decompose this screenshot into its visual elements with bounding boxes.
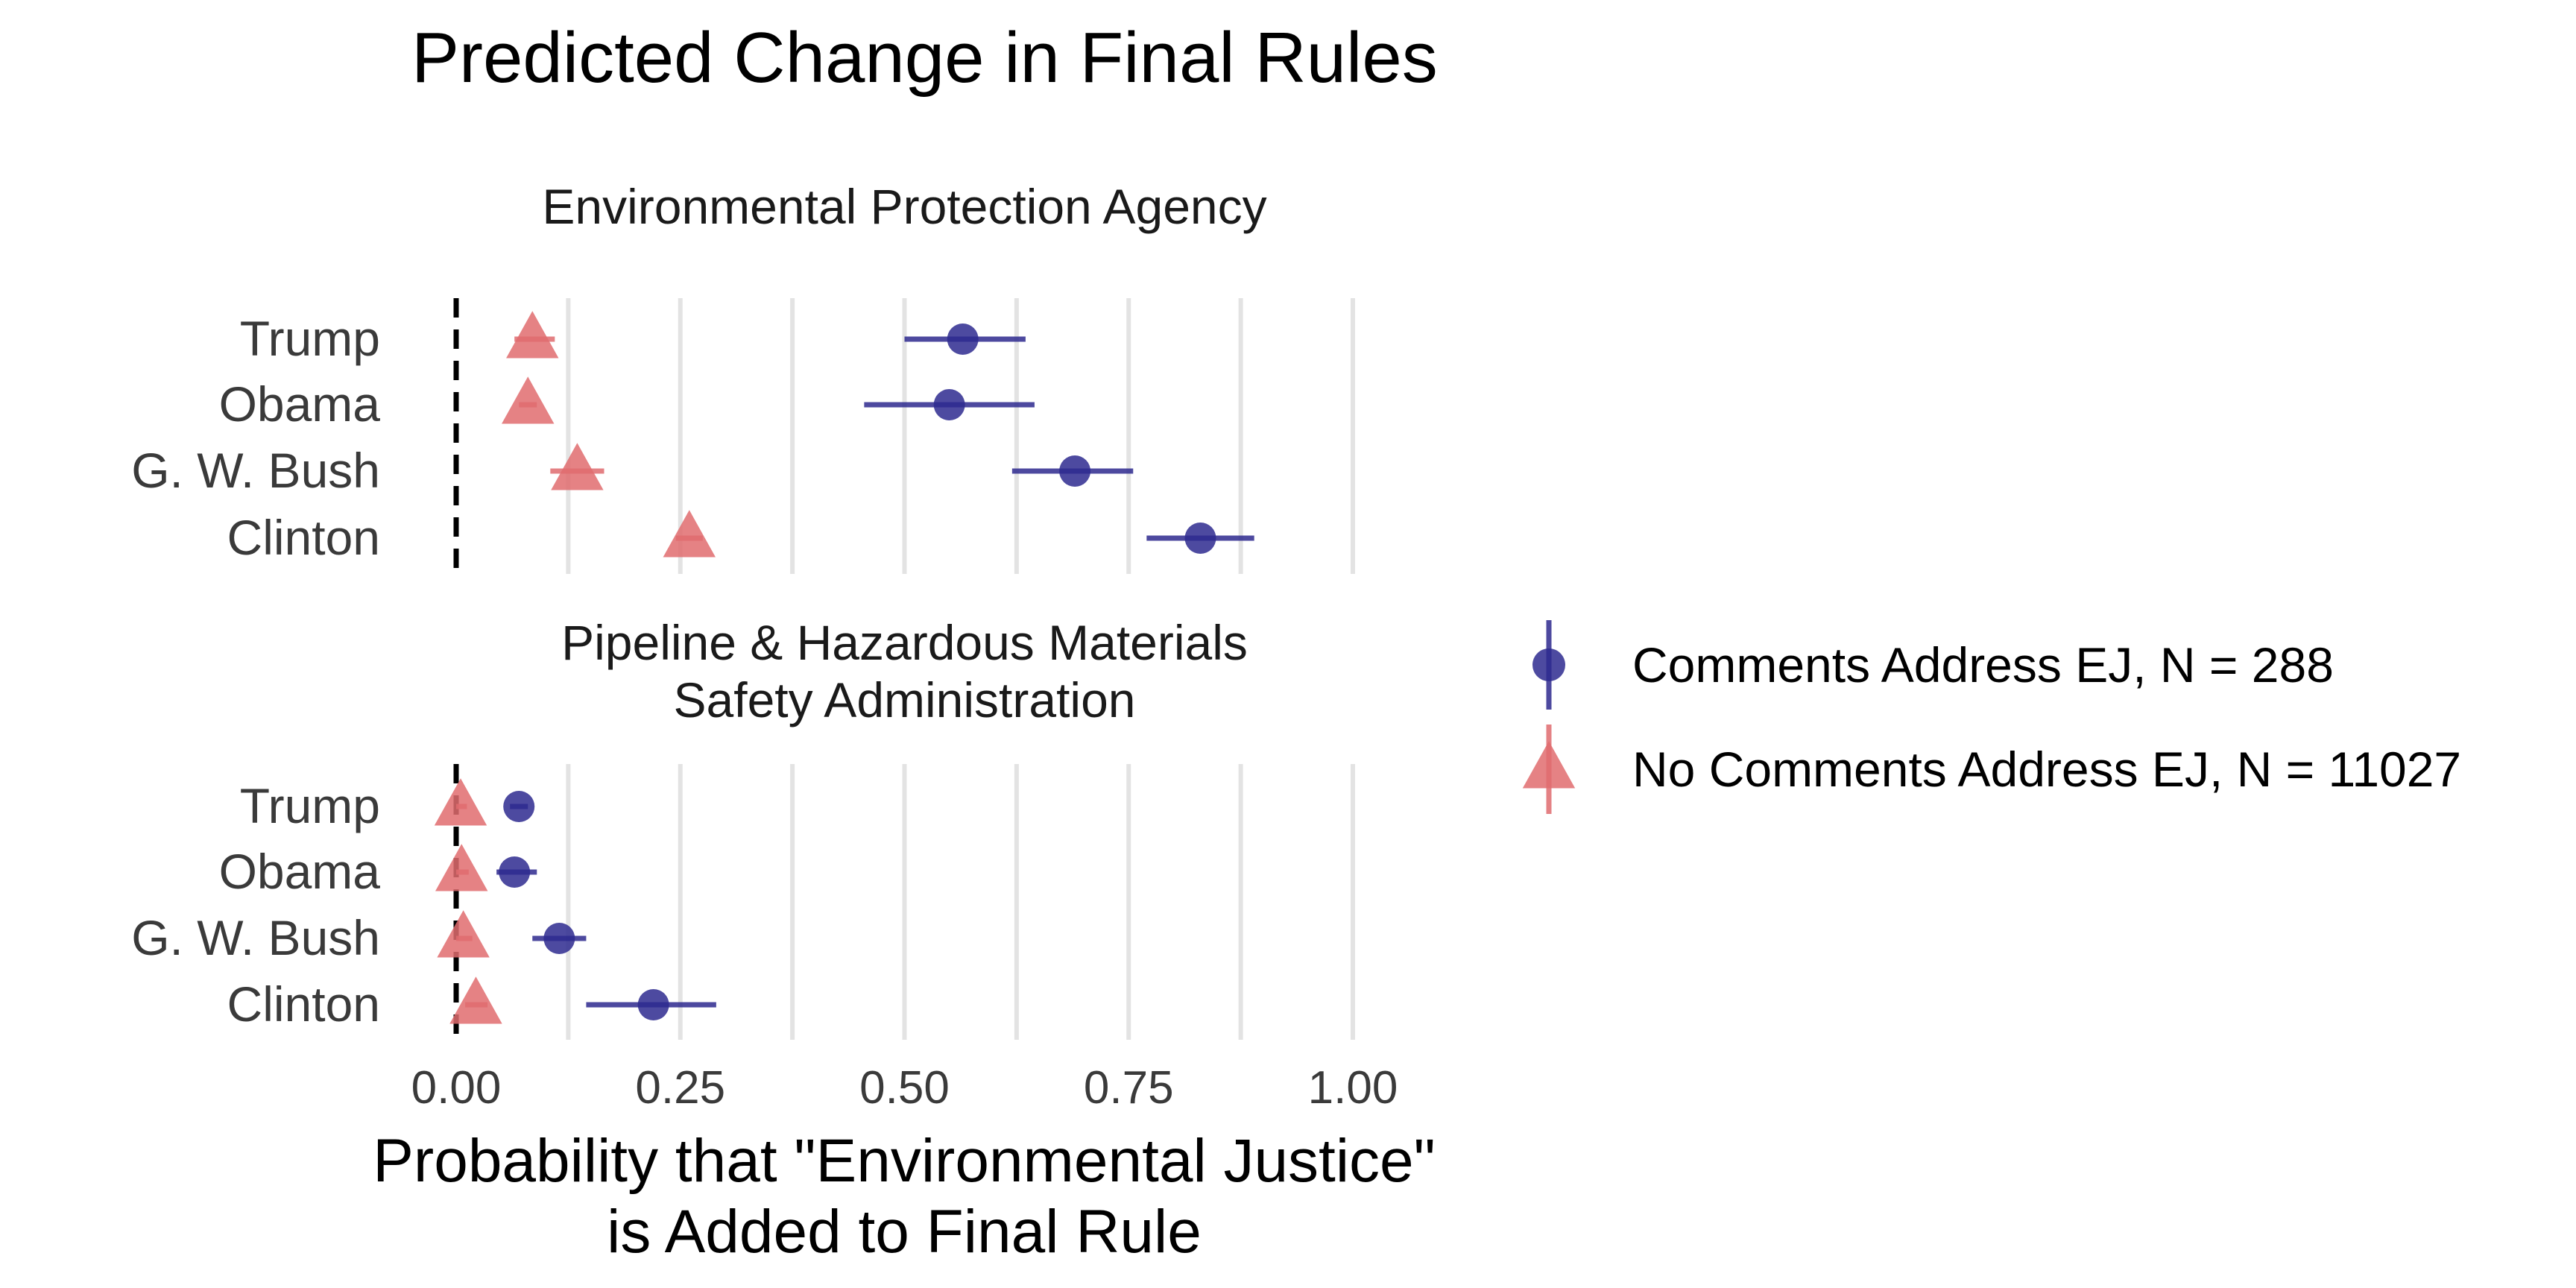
legend-key-circle: [1532, 648, 1565, 681]
point-triangle: [506, 311, 559, 359]
legend-label: No Comments Address EJ, N = 11027: [1632, 742, 2461, 797]
x-tick-label: 0.25: [635, 1062, 725, 1114]
x-tick-label: 0.75: [1084, 1062, 1174, 1114]
point-circle: [499, 856, 531, 888]
panel-epa: Environmental Protection Agency Trump Obam…: [131, 179, 1355, 574]
point-triangle: [435, 844, 488, 891]
point-triangle: [502, 376, 555, 424]
point-circle: [947, 323, 979, 355]
x-tick-label: 0.50: [859, 1062, 950, 1114]
legend-key-triangle: [1522, 741, 1576, 789]
legend: Comments Address EJ, N = 288 No Comments …: [1522, 620, 2461, 814]
y-tick-label: Clinton: [227, 976, 380, 1032]
point-triangle: [434, 778, 487, 826]
y-tick-label: Trump: [240, 311, 380, 366]
point-circle: [543, 923, 575, 954]
x-tick-label: 0.00: [411, 1062, 502, 1114]
panel-title: Pipeline & Hazardous Materials: [561, 615, 1248, 670]
y-tick-label: Trump: [240, 778, 380, 833]
point-circle: [1059, 455, 1091, 487]
point-triangle: [551, 443, 604, 490]
point-circle: [933, 389, 965, 420]
point-triangle: [449, 976, 502, 1024]
point-circle: [1184, 523, 1216, 554]
x-tick-label: 1.00: [1308, 1062, 1398, 1114]
point-triangle: [437, 910, 490, 958]
y-tick-label: Obama: [219, 844, 381, 899]
y-tick-label: G. W. Bush: [131, 910, 380, 965]
y-tick-label: Obama: [219, 376, 381, 432]
x-axis-label: is Added to Final Rule: [607, 1198, 1202, 1266]
point-circle: [503, 791, 535, 822]
chart-title: Predicted Change in Final Rules: [411, 18, 1438, 98]
x-axis: 0.00 0.25 0.50 0.75 1.00 Probability that "En…: [373, 1062, 1436, 1266]
panel-title: Environmental Protection Agency: [542, 179, 1266, 234]
y-tick-label: G. W. Bush: [131, 443, 380, 498]
y-tick-label: Clinton: [227, 510, 380, 565]
point-triangle: [663, 510, 716, 558]
legend-label: Comments Address EJ, N = 288: [1632, 637, 2334, 692]
x-axis-label: Probability that "Environmental Justice": [373, 1127, 1436, 1195]
panel-title: Safety Administration: [674, 672, 1136, 727]
point-circle: [637, 989, 669, 1020]
